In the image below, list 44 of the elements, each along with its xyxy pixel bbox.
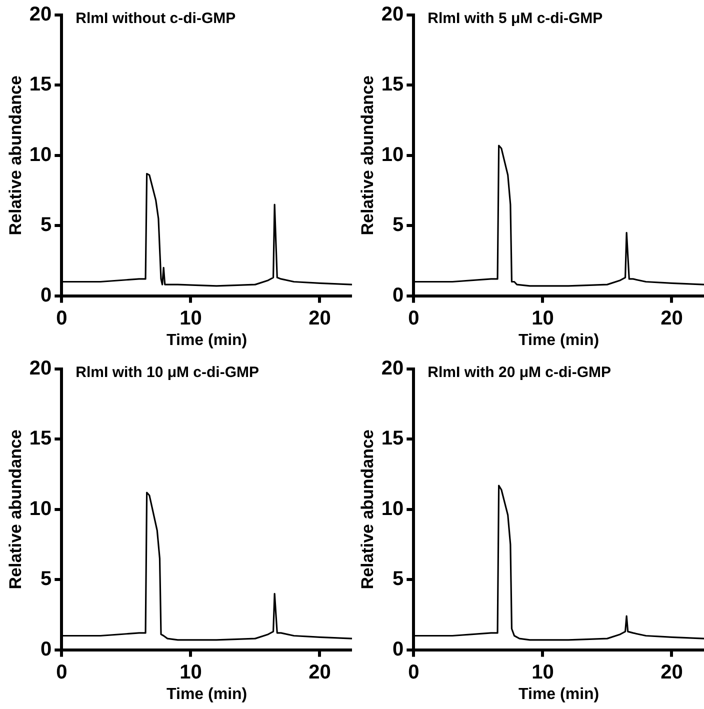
x-axis-title: Time (min): [166, 686, 248, 703]
y-tick-label: 20: [381, 4, 404, 26]
y-tick-label: 20: [29, 358, 52, 380]
y-tick-label: 20: [381, 358, 404, 380]
chart-title: RlmI with 10 μM c-di-GMP: [76, 364, 260, 382]
x-axis-title: Time (min): [518, 332, 600, 349]
x-tick-label: 20: [660, 661, 683, 684]
x-axis-title: Time (min): [518, 686, 600, 703]
x-tick-label: 10: [180, 307, 202, 330]
y-tick-label: 15: [29, 428, 52, 450]
y-tick-label: 10: [381, 498, 404, 520]
x-axis-title: Time (min): [166, 332, 248, 349]
y-axis-title: Relative abundance: [358, 430, 377, 590]
y-tick-label: 0: [40, 638, 52, 660]
y-tick-label: 5: [392, 568, 404, 590]
chart-title: RlmI with 20 μM c-di-GMP: [428, 364, 612, 382]
x-tick-label: 10: [532, 661, 554, 684]
y-tick-label: 15: [381, 428, 404, 450]
y-tick-label: 10: [29, 498, 52, 520]
x-tick-label: 20: [308, 307, 331, 330]
y-tick-label: 0: [392, 638, 404, 660]
x-tick-label: 10: [532, 307, 554, 330]
x-tick-label: 10: [180, 661, 202, 684]
y-tick-label: 5: [40, 214, 52, 236]
y-tick-label: 0: [392, 284, 404, 306]
x-tick-label: 20: [308, 661, 331, 684]
x-tick-label: 20: [660, 307, 683, 330]
y-tick-label: 5: [40, 568, 52, 590]
y-axis-title: Relative abundance: [6, 430, 25, 590]
x-tick-label: 0: [56, 307, 68, 330]
chart-title: RlmI without c-di-GMP: [76, 10, 236, 28]
x-tick-label: 0: [408, 307, 420, 330]
y-axis-title: Relative abundance: [358, 76, 377, 236]
y-tick-label: 0: [40, 284, 52, 306]
x-tick-label: 0: [56, 661, 68, 684]
chart-title: RlmI with 5 μM c-di-GMP: [428, 10, 603, 28]
y-axis-title: Relative abundance: [6, 76, 25, 236]
x-tick-label: 0: [408, 661, 420, 684]
y-tick-label: 15: [29, 74, 52, 96]
y-tick-label: 20: [29, 4, 52, 26]
y-tick-label: 15: [381, 74, 404, 96]
y-tick-label: 10: [381, 144, 404, 166]
y-tick-label: 10: [29, 144, 52, 166]
y-tick-label: 5: [392, 214, 404, 236]
